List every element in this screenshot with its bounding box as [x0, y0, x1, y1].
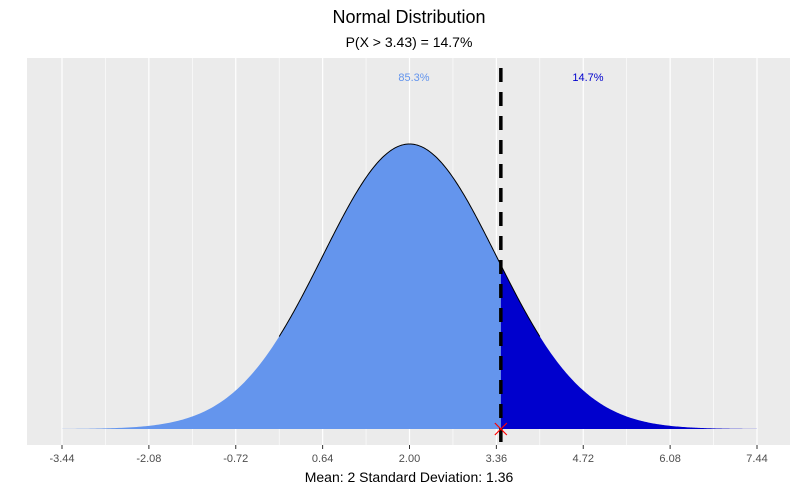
chart-title: Normal Distribution [332, 7, 485, 27]
x-axis-label: Mean: 2 Standard Deviation: 1.36 [305, 469, 514, 485]
left-tail-area [62, 144, 501, 429]
x-tick-label: 4.72 [573, 453, 594, 465]
x-axis: -3.44 -2.08 -0.72 0.64 2.00 3.36 4.72 6.08 7.44 [49, 445, 768, 465]
x-tick-label: -2.08 [136, 453, 161, 465]
x-tick-label: -0.72 [223, 453, 248, 465]
gridlines [61, 58, 758, 445]
x-tick-label: -3.44 [49, 453, 74, 465]
right-region-label: 14.7% [572, 72, 603, 84]
x-tick-label: 0.64 [312, 453, 333, 465]
density-areas [62, 68, 757, 445]
cutoff-marker-x-icon [494, 422, 508, 436]
x-tick-label: 6.08 [659, 453, 680, 465]
x-tick-label: 7.44 [746, 453, 767, 465]
x-tick-label: 3.36 [486, 453, 507, 465]
density-curve-outline [278, 143, 541, 337]
right-tail-area [500, 265, 757, 429]
left-region-label: 85.3% [398, 72, 429, 84]
chart-subtitle: P(X > 3.43) = 14.7% [346, 34, 473, 50]
x-tick-label: 2.00 [399, 453, 420, 465]
